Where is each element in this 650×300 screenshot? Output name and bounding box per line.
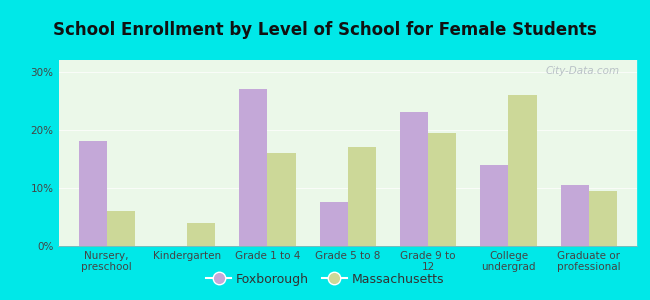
Legend: Foxborough, Massachusetts: Foxborough, Massachusetts [201,268,449,291]
Bar [79,141,107,246]
Bar [267,153,296,246]
Bar [589,191,617,246]
Bar [320,202,348,246]
Text: City-Data.com: City-Data.com [545,66,619,76]
Text: School Enrollment by Level of School for Female Students: School Enrollment by Level of School for… [53,21,597,39]
Bar [400,112,428,246]
Bar [239,89,267,246]
Bar [187,223,215,246]
Bar [348,147,376,246]
Bar [561,185,589,246]
Bar [508,95,536,246]
Bar [428,133,456,246]
Bar [480,165,508,246]
Bar [107,211,135,246]
